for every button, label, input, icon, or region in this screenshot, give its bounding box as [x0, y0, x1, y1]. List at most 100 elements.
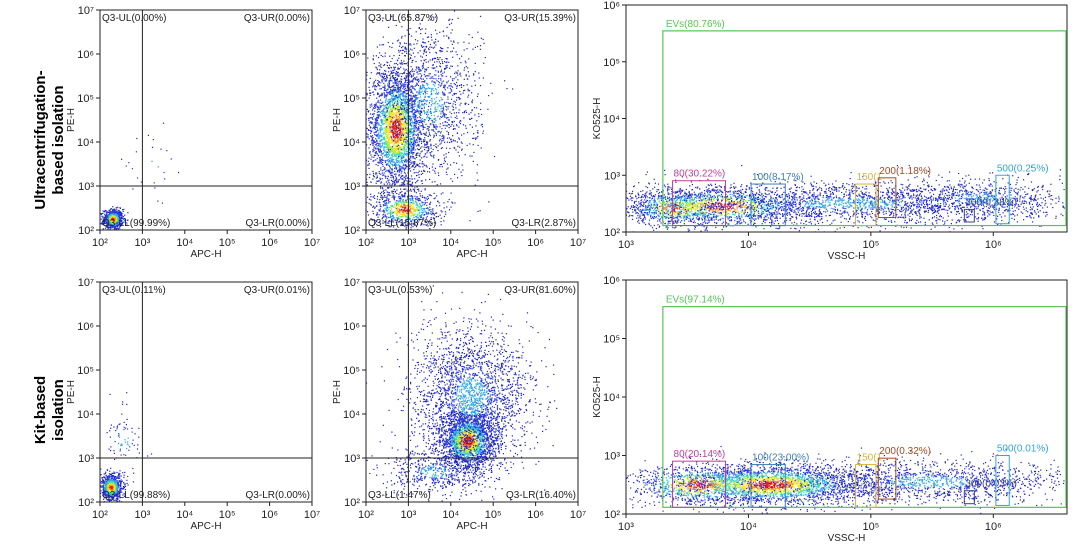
quadrant-label-upper-right: Q3-UR(0.00%) [244, 13, 310, 24]
x-tick-label: 10³ [618, 239, 634, 251]
y-axis-label: PE-H [332, 380, 343, 404]
plot-frame [625, 279, 1068, 515]
size-gate-label: 150(1 [857, 453, 883, 464]
x-tick-label: 10⁵ [485, 237, 502, 249]
evs-gate-label: EVs(80.76%) [666, 19, 725, 30]
x-tick-label: 10³ [134, 237, 150, 249]
size-gate-label: 300(0.38%) [965, 197, 1017, 208]
x-tick-label: 10⁶ [261, 237, 278, 249]
x-tick-label: 10⁶ [261, 509, 278, 521]
size-gate [855, 464, 877, 508]
y-tick-label: 10⁴ [603, 392, 620, 404]
x-tick-label: 10⁴ [442, 237, 459, 249]
x-tick-label: 10⁵ [862, 521, 879, 533]
x-tick-label: 10⁷ [570, 237, 586, 249]
x-tick-label: 10⁴ [740, 521, 757, 533]
y-tick-label: 10³ [78, 453, 94, 465]
x-tick-label: 10⁶ [985, 521, 1002, 533]
x-axis-label: APC-H [456, 521, 487, 532]
y-tick-label: 10⁷ [78, 277, 94, 289]
y-tick-label: 10⁶ [77, 321, 94, 333]
row-label-ultracentrifugation: Ultracentrifugation- based isolation [32, 70, 67, 209]
x-axis-label: VSSC-H [828, 251, 866, 262]
quadrant-label-lower-right: Q3-LR(16.40%) [506, 490, 576, 501]
y-tick-label: 10³ [344, 453, 360, 465]
event-dots [626, 445, 1065, 514]
size-gate [750, 183, 786, 227]
size-gate [877, 457, 897, 500]
x-tick-label: 10⁵ [485, 509, 502, 521]
size-gate [963, 208, 975, 223]
x-axis-label: APC-H [190, 249, 221, 260]
x-tick-label: 10³ [134, 509, 150, 521]
quadrant-label-lower-left: Q3-LL(15.87%) [368, 218, 436, 229]
x-tick-label: 10² [92, 509, 108, 521]
y-tick-label: 10² [344, 225, 360, 237]
y-axis-label: PE-H [66, 380, 77, 404]
event-dots [626, 164, 1067, 232]
row-label-kit-based-line-1: Kit-based [32, 376, 49, 444]
size-gate-label: 100(8.17%) [752, 172, 804, 183]
size-gate [672, 460, 727, 508]
size-gate [995, 455, 1010, 506]
size-gate-label: 500(0.25%) [997, 163, 1049, 174]
quadrant-label-lower-left: Q3-LL(99.99%) [102, 218, 170, 229]
y-tick-label: 10⁵ [343, 93, 360, 105]
y-tick-label: 10⁷ [344, 277, 360, 289]
x-tick-label: 10⁴ [442, 509, 459, 521]
quadrant-label-lower-left: Q3-LL(99.88%) [102, 490, 170, 501]
plot-frame [99, 9, 313, 231]
x-tick-label: 10² [92, 237, 108, 249]
y-tick-label: 10² [344, 497, 360, 509]
y-tick-label: 10⁵ [77, 93, 94, 105]
quadrant-label-lower-right: Q3-LR(0.00%) [246, 490, 310, 501]
y-axis-label: PE-H [66, 108, 77, 132]
y-tick-label: 10⁷ [78, 5, 94, 17]
y-tick-label: 10³ [344, 181, 360, 193]
size-gate-label: 80(30.22%) [674, 169, 726, 180]
size-gate-label: 200(1.18%) [879, 166, 931, 177]
quadrant-label-upper-left: Q3-UL(0.00%) [102, 13, 166, 24]
scatter-plot-r2-pe-apc-a: 10² 10³ 10⁴ 10⁵ 10⁶ 10⁷ 10² 10³ 10⁴ 10⁵ 10⁶ 10⁷ APC-… [66, 277, 320, 532]
x-tick-label: 10³ [400, 237, 416, 249]
plot-frame [99, 281, 313, 503]
scatter-plot-r2-ko-vssc: 10³ 10⁴ 10⁵ 10⁶10²10³10⁴10⁵10⁶VSSC-HKO525-H… [592, 275, 1068, 544]
row-label-ultracentrifugation-line-2: based isolation [50, 85, 67, 194]
size-gate [750, 464, 786, 508]
row-label-ultracentrifugation-line-1: Ultracentrifugation- [32, 70, 49, 209]
y-tick-label: 10⁴ [77, 137, 94, 149]
event-dots [100, 392, 153, 502]
x-tick-label: 10⁴ [176, 237, 193, 249]
quadrant-label-upper-right: Q3-UR(0.01%) [244, 285, 310, 296]
size-gate [855, 183, 877, 227]
x-tick-label: 10⁶ [527, 509, 544, 521]
y-axis-label: PE-H [332, 108, 343, 132]
y-tick-label: 10⁵ [77, 365, 94, 377]
y-tick-label: 10² [604, 227, 620, 239]
y-tick-label: 10⁶ [343, 321, 360, 333]
x-tick-label: 10⁵ [219, 509, 236, 521]
quadrant-label-lower-left: Q3-LL(1.47%) [368, 490, 431, 501]
x-tick-label: 10³ [618, 521, 634, 533]
y-tick-label: 10⁵ [603, 334, 620, 346]
row-label-kit-based: Kit-based isolation [32, 376, 67, 444]
x-tick-label: 10⁴ [740, 239, 757, 251]
y-tick-label: 10⁴ [603, 114, 620, 126]
scatter-plot-r2-pe-apc-b: 10² 10³ 10⁴ 10⁵ 10⁶ 10⁷ 10² 10³ 10⁴ 10⁵ 10⁶ 10⁷ APC-… [332, 277, 586, 532]
y-axis-label: KO525-H [592, 376, 603, 418]
x-tick-label: 10³ [400, 509, 416, 521]
quadrant-label-upper-right: Q3-UR(81.60%) [504, 285, 576, 296]
evs-gate-label: EVs(97.14%) [666, 295, 725, 306]
x-axis-label: VSSC-H [828, 533, 866, 544]
y-tick-label: 10⁷ [344, 5, 360, 17]
y-tick-label: 10² [78, 225, 94, 237]
x-tick-label: 10⁷ [304, 509, 320, 521]
x-tick-label: 10⁷ [304, 237, 320, 249]
x-tick-label: 10⁶ [527, 237, 544, 249]
row-label-kit-based-line-2: isolation [50, 379, 67, 441]
y-tick-label: 10⁶ [603, 0, 620, 12]
size-gate-label: 150(1 [857, 172, 883, 183]
size-gate [672, 180, 727, 227]
x-axis-label: APC-H [190, 521, 221, 532]
